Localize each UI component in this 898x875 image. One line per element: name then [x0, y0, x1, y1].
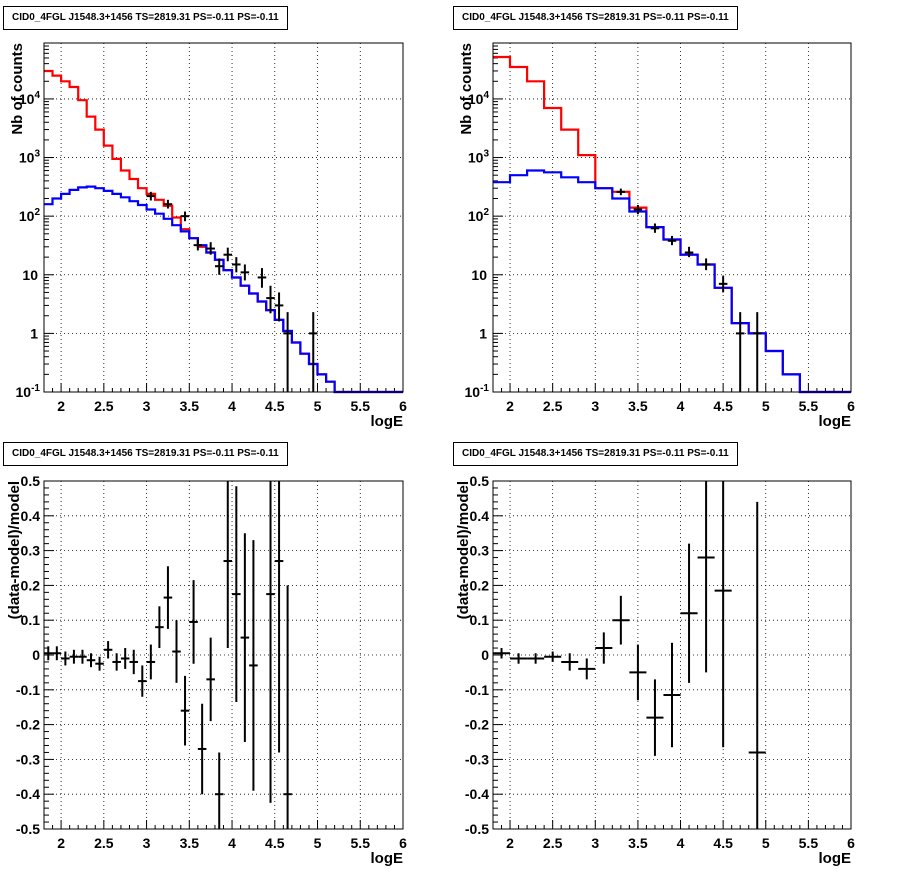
x-axis-title: logE	[819, 413, 852, 430]
x-tick-label: 2	[506, 398, 514, 414]
y-tick-label: 0.1	[21, 612, 41, 628]
histogram-line-blue	[493, 169, 851, 394]
x-tick-label: 4	[677, 835, 685, 851]
x-tick-label: 4.5	[265, 835, 285, 851]
x-tick-label: 2.5	[543, 398, 563, 414]
y-tick-label: 0.5	[470, 473, 490, 489]
x-tick-label: 4	[228, 835, 236, 851]
chart-title: CID0_4FGL J1548.3+1456 TS=2819.31 PS=-0.…	[453, 6, 738, 30]
y-tick-label: -0.5	[16, 821, 40, 837]
x-axis-title: logE	[819, 850, 852, 867]
y-axis-title: Nb of counts	[9, 43, 26, 135]
y-tick-label: 0.2	[21, 577, 41, 593]
x-tick-label: 2.5	[94, 835, 114, 851]
x-tick-label: 5	[762, 835, 770, 851]
x-tick-label: 2	[57, 398, 65, 414]
x-tick-label: 2	[57, 835, 65, 851]
x-tick-label: 5	[314, 398, 322, 414]
x-tick-label: 5	[314, 835, 322, 851]
y-tick-label: 0.5	[21, 473, 41, 489]
chart-title: CID0_4FGL J1548.3+1456 TS=2819.31 PS=-0.…	[3, 6, 288, 30]
x-tick-label: 4	[228, 398, 236, 414]
y-tick-label: 103	[19, 149, 41, 166]
plot-frame	[492, 480, 852, 830]
residual-panel-left: 2 2.5 3 3.5 4 4.5 5 5.5 6 -0.5 -0.4 -0.3 -0.2 -0.1 0 0.…	[0, 437, 449, 875]
y-axis-title: (data-model)/model	[455, 481, 472, 619]
y-tick-label: 0.3	[470, 543, 490, 559]
x-axis-title: logE	[371, 850, 404, 867]
y-tick-label: 0	[481, 647, 489, 663]
x-tick-label: 6	[847, 835, 855, 851]
y-tick-label: 10-1	[16, 383, 41, 400]
y-tick-label: 0.3	[21, 543, 41, 559]
y-tick-label: 0	[32, 647, 40, 663]
x-tick-label: 2.5	[543, 835, 563, 851]
y-tick-label: -0.3	[465, 751, 489, 767]
y-tick-label: -0.5	[465, 821, 489, 837]
x-tick-label: 3	[591, 835, 599, 851]
y-tick-label: 104	[468, 90, 490, 107]
y-tick-label: 103	[468, 149, 490, 166]
x-tick-label: 3.5	[628, 398, 648, 414]
y-tick-label: -0.4	[465, 786, 489, 802]
x-tick-label: 3.5	[628, 835, 648, 851]
y-tick-label: 0.1	[470, 612, 490, 628]
y-tick-label: 1	[479, 325, 487, 341]
plot-frame	[43, 42, 404, 393]
x-tick-label: 4	[677, 398, 685, 414]
y-tick-label: -0.1	[16, 682, 40, 698]
x-tick-label: 3	[143, 835, 151, 851]
chart-title: CID0_4FGL J1548.3+1456 TS=2819.31 PS=-0.…	[453, 442, 738, 466]
y-tick-label: 0.2	[470, 577, 490, 593]
y-tick-label: 102	[468, 207, 490, 224]
x-tick-label: 6	[399, 835, 407, 851]
y-tick-label: 10	[471, 267, 487, 283]
chart-svg-3: 2 2.5 3 3.5 4 4.5 5 5.5 6 -0.5 -0.4 -0.3 -0.2 -0.1 0 0.…	[455, 473, 855, 867]
x-tick-label: 2.5	[94, 398, 114, 414]
spectrum-panel-left: 2 2.5 3 3.5 4 4.5 5 5.5 6 10-1 1 10 102 103 104 logE Nb …	[0, 0, 449, 437]
y-tick-label: 10-1	[465, 383, 490, 400]
x-tick-label: 3	[591, 398, 599, 414]
spectrum-panel-right: 2 2.5 3 3.5 4 4.5 5 5.5 6 10-1 1 10 102 103 104 logE Nb …	[449, 0, 898, 437]
y-tick-label: -0.3	[16, 751, 40, 767]
chart-title: CID0_4FGL J1548.3+1456 TS=2819.31 PS=-0.…	[3, 442, 288, 466]
y-tick-label: 0.4	[21, 508, 41, 524]
y-axis-title: (data-model)/model	[6, 481, 23, 619]
y-tick-label: 104	[19, 90, 41, 107]
chart-svg-0: 2 2.5 3 3.5 4 4.5 5 5.5 6 10-1 1 10 102 103 104 logE Nb …	[9, 42, 407, 430]
x-tick-label: 5.5	[799, 835, 819, 851]
y-tick-label: 0.4	[470, 508, 490, 524]
x-tick-label: 6	[399, 398, 407, 414]
x-tick-label: 4.5	[265, 398, 285, 414]
histogram-line-red	[44, 69, 403, 394]
x-axis-title: logE	[371, 413, 404, 430]
y-tick-label: -0.4	[16, 786, 40, 802]
histogram-line-blue	[44, 185, 403, 394]
x-tick-label: 2	[506, 835, 514, 851]
histogram-line-red	[493, 55, 851, 394]
y-tick-label: 102	[19, 207, 41, 224]
y-tick-label: 10	[22, 267, 38, 283]
x-tick-label: 3.5	[180, 835, 200, 851]
x-tick-label: 3.5	[180, 398, 200, 414]
residual-panel-right: 2 2.5 3 3.5 4 4.5 5 5.5 6 -0.5 -0.4 -0.3 -0.2 -0.1 0 0.…	[449, 437, 898, 875]
x-tick-label: 4.5	[713, 835, 733, 851]
x-tick-label: 5	[762, 398, 770, 414]
y-tick-label: -0.1	[465, 682, 489, 698]
y-tick-label: 1	[30, 325, 38, 341]
x-tick-label: 6	[847, 398, 855, 414]
x-tick-label: 3	[143, 398, 151, 414]
x-tick-label: 5.5	[799, 398, 819, 414]
x-tick-label: 4.5	[713, 398, 733, 414]
y-tick-label: -0.2	[465, 717, 489, 733]
plot-frame	[492, 42, 852, 393]
chart-svg-2: 2 2.5 3 3.5 4 4.5 5 5.5 6 -0.5 -0.4 -0.3 -0.2 -0.1 0 0.…	[6, 473, 407, 867]
x-tick-label: 5.5	[351, 398, 371, 414]
y-tick-label: -0.2	[16, 717, 40, 733]
x-tick-label: 5.5	[351, 835, 371, 851]
plot-frame	[43, 480, 404, 830]
chart-svg-1: 2 2.5 3 3.5 4 4.5 5 5.5 6 10-1 1 10 102 103 104 logE Nb …	[458, 42, 855, 430]
y-axis-title: Nb of counts	[458, 43, 475, 135]
